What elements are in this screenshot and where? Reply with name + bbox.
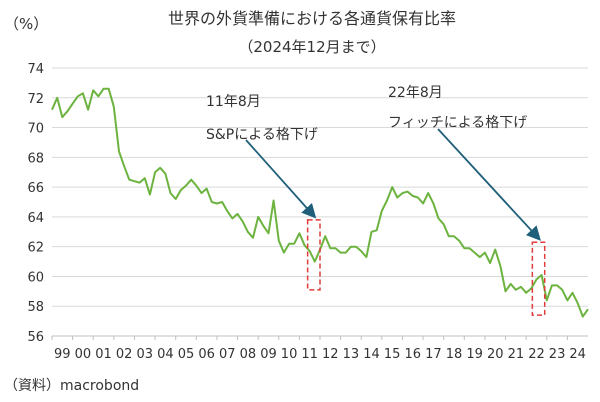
- unit-label: （%）: [4, 15, 48, 33]
- y-tick-label: 70: [27, 122, 44, 137]
- y-tick-label: 64: [27, 211, 44, 226]
- gridlines: [52, 67, 588, 337]
- x-tick-label: 11: [301, 347, 318, 362]
- y-tick-label: 66: [27, 181, 44, 196]
- y-axis: 56 58 60 62 64 66 68 70 72 74: [27, 62, 44, 345]
- x-tick-label: 10: [281, 347, 298, 362]
- y-tick-label: 56: [27, 330, 44, 345]
- x-tick-label: 19: [466, 347, 483, 362]
- x-tick-label: 99: [54, 347, 71, 362]
- y-tick-label: 60: [27, 270, 44, 285]
- annotation-event-0: S&Pによる格下げ: [206, 127, 318, 143]
- x-tick-label: 14: [363, 347, 380, 362]
- annotation-arrow-1: [437, 128, 541, 241]
- x-tick-label: 03: [136, 347, 153, 362]
- x-tick-label: 06: [198, 347, 215, 362]
- y-tick-label: 72: [27, 92, 44, 107]
- x-tick-label: 05: [178, 347, 195, 362]
- x-tick-label: 23: [549, 347, 566, 362]
- x-tick-label: 08: [240, 347, 257, 362]
- x-tick-label: 07: [219, 347, 236, 362]
- source-note: （資料）macrobond: [4, 378, 139, 394]
- y-tick-label: 68: [27, 151, 44, 166]
- x-tick-label: 15: [384, 347, 401, 362]
- x-tick-label: 12: [322, 347, 339, 362]
- x-tick-label: 18: [446, 347, 463, 362]
- annotation-event-1: フィッチによる格下げ: [388, 115, 527, 131]
- chart-subtitle: （2024年12月まで）: [238, 38, 385, 56]
- x-tick-label: 22: [528, 347, 545, 362]
- x-tick-label: 24: [569, 347, 586, 362]
- y-tick-label: 62: [27, 241, 44, 256]
- x-tick-label: 00: [75, 347, 92, 362]
- annotation-box-0: [306, 219, 321, 291]
- x-tick-label: 04: [157, 347, 174, 362]
- x-tick-label: 17: [425, 347, 442, 362]
- x-tick-label: 21: [508, 347, 525, 362]
- y-tick-label: 58: [27, 300, 44, 315]
- chart-title: 世界の外貨準備における各通貨保有比率: [168, 9, 456, 28]
- x-tick-label: 16: [404, 347, 421, 362]
- x-tick-label: 09: [260, 347, 277, 362]
- annotation-arrow-0: [245, 139, 317, 219]
- annotation-date-1: 22年8月: [388, 85, 443, 101]
- x-tick-label: 20: [487, 347, 504, 362]
- x-tick-label: 02: [116, 347, 133, 362]
- annotation-date-0: 11年8月: [206, 94, 261, 110]
- x-tick-label: 13: [343, 347, 360, 362]
- x-tick-label: 01: [95, 347, 112, 362]
- y-tick-label: 74: [27, 62, 44, 77]
- annotation-box-1: [531, 241, 546, 316]
- x-axis: 99 00 01 02 03 04 05 06 07 08 09 10 11 12 13 14 15 16 17 18…: [51, 335, 588, 362]
